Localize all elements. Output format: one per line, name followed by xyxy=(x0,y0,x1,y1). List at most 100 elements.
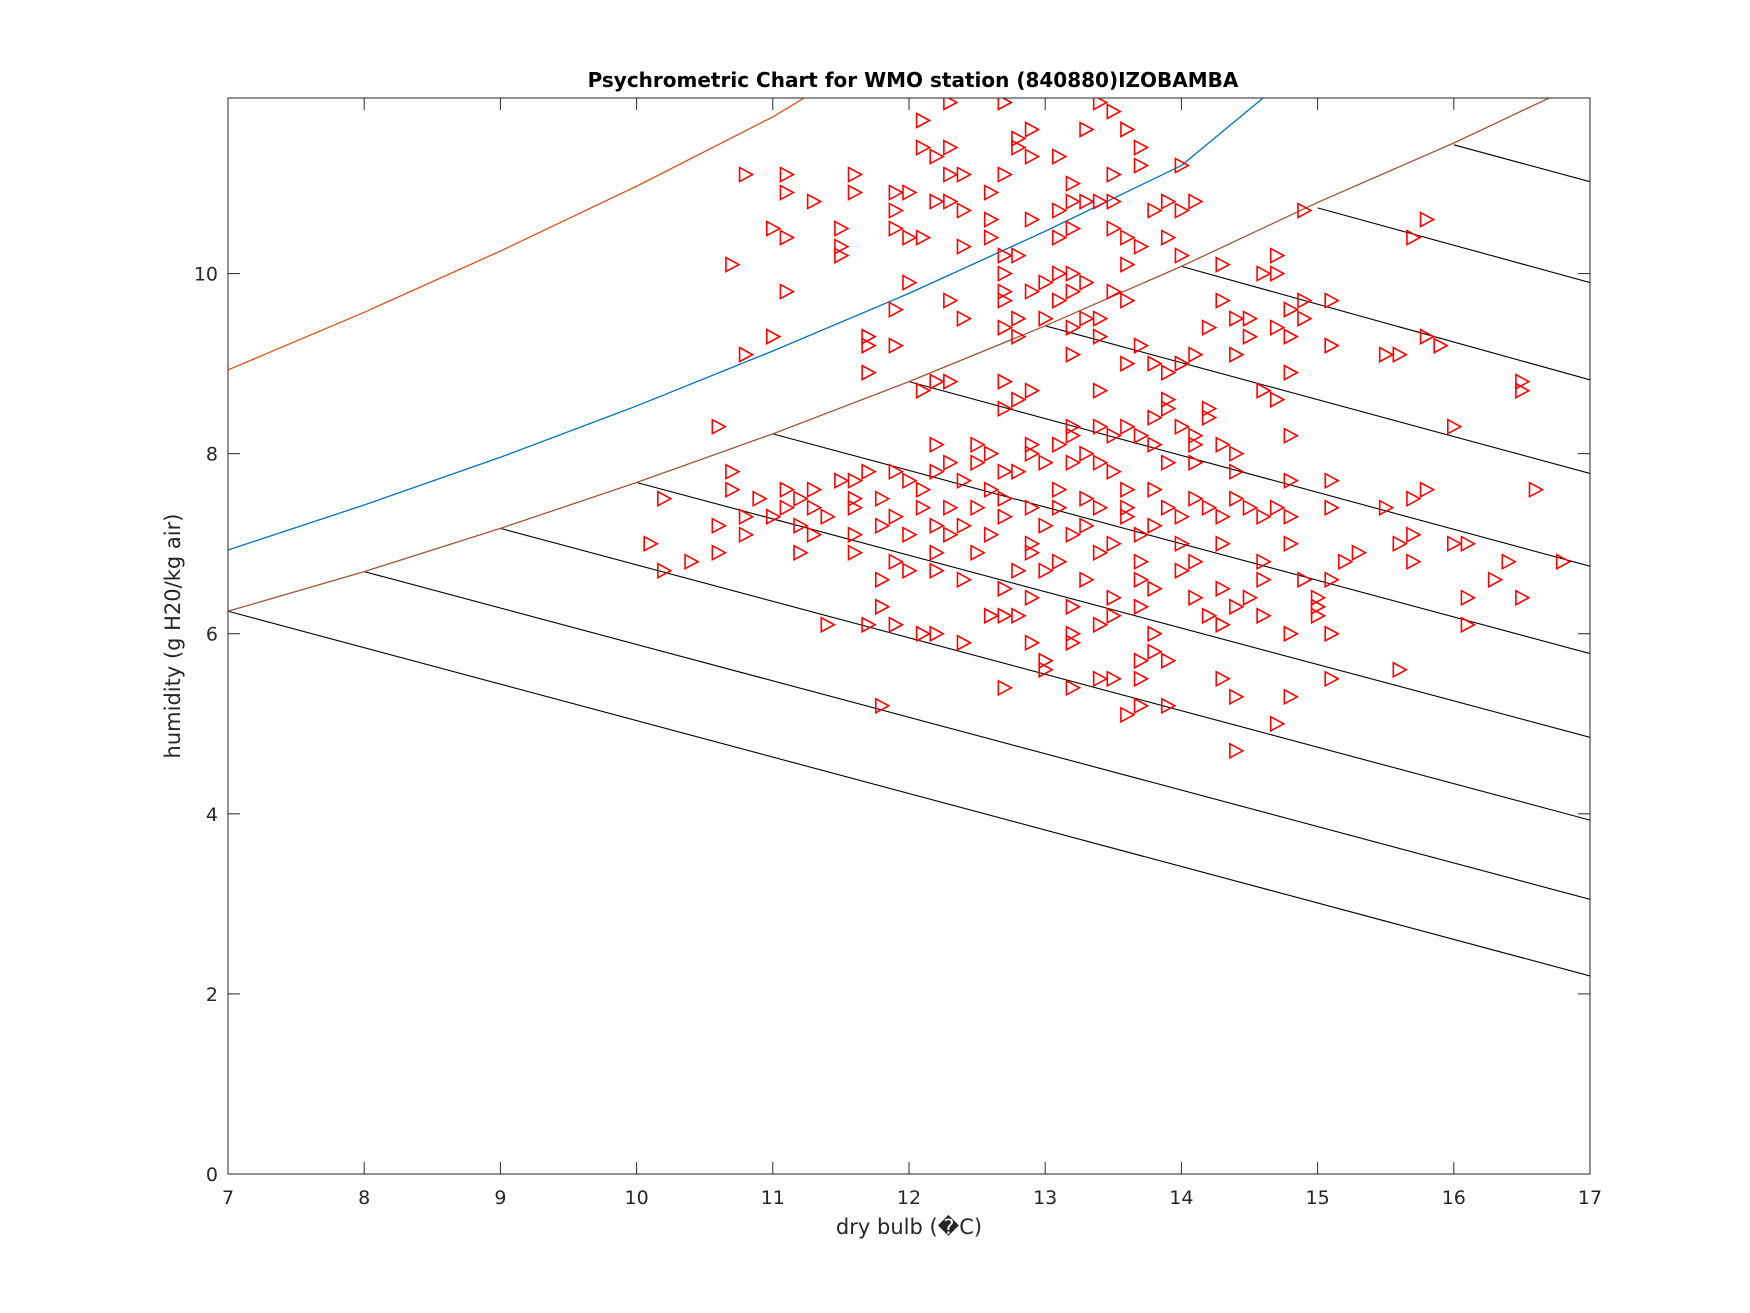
data-point xyxy=(1297,310,1313,327)
data-point xyxy=(874,598,891,616)
data-point xyxy=(1065,679,1082,697)
data-point xyxy=(1501,553,1517,571)
x-tick-label: 8 xyxy=(358,1187,370,1209)
data-point xyxy=(861,337,877,354)
data-point xyxy=(997,679,1014,697)
data-point xyxy=(1242,589,1259,607)
data-point xyxy=(915,139,932,156)
data-point xyxy=(1406,490,1422,508)
data-point xyxy=(1120,418,1136,435)
data-point xyxy=(779,229,796,246)
data-point xyxy=(915,499,932,517)
data-point xyxy=(902,274,918,291)
data-point xyxy=(1092,418,1109,435)
data-point xyxy=(1515,382,1531,399)
data-point xyxy=(1120,355,1136,372)
data-point xyxy=(1133,553,1150,571)
data-point xyxy=(1079,310,1095,327)
wet-bulb-line xyxy=(1045,325,1590,475)
data-point xyxy=(1188,346,1204,363)
data-point xyxy=(1065,319,1082,336)
data-point xyxy=(779,283,796,300)
data-point xyxy=(1555,553,1572,571)
data-point xyxy=(738,508,755,526)
data-point xyxy=(970,544,986,562)
data-point xyxy=(1283,688,1300,706)
data-point xyxy=(997,166,1014,183)
data-point xyxy=(902,229,918,246)
data-point xyxy=(888,463,905,481)
data-point xyxy=(1174,355,1191,372)
data-point xyxy=(1133,571,1150,589)
data-point xyxy=(1256,382,1272,399)
data-point xyxy=(997,98,1014,111)
data-point xyxy=(1201,409,1218,426)
data-point xyxy=(1392,661,1409,679)
wet-bulb-line xyxy=(364,571,1590,900)
data-point xyxy=(1160,499,1177,517)
data-point xyxy=(1201,319,1218,336)
data-point xyxy=(766,220,782,237)
data-point xyxy=(1024,121,1041,138)
data-point xyxy=(806,499,823,517)
wet-bulb-line xyxy=(908,381,1590,567)
data-point xyxy=(1147,202,1163,219)
data-point xyxy=(1133,238,1150,255)
data-point xyxy=(1052,436,1068,454)
data-point xyxy=(943,139,959,156)
data-point xyxy=(1079,274,1095,291)
data-point xyxy=(711,418,728,435)
wet-bulb-line xyxy=(1181,265,1590,381)
data-point xyxy=(779,184,796,201)
data-point xyxy=(834,472,850,490)
data-point xyxy=(1024,634,1041,652)
data-point xyxy=(1201,400,1218,417)
data-point xyxy=(1065,634,1082,652)
data-point xyxy=(1215,292,1231,309)
data-point xyxy=(1188,454,1204,472)
data-point xyxy=(1038,274,1054,291)
data-point xyxy=(684,553,700,571)
data-point xyxy=(902,472,918,490)
data-point xyxy=(1297,571,1313,589)
data-point xyxy=(1120,121,1136,138)
data-point xyxy=(1065,175,1082,192)
data-point xyxy=(929,193,945,210)
data-point xyxy=(902,184,918,201)
data-point xyxy=(1024,436,1041,454)
data-point xyxy=(1133,427,1150,444)
data-point xyxy=(1174,535,1191,553)
wet-bulb-line xyxy=(1453,144,1590,183)
data-point xyxy=(1310,598,1327,616)
data-point xyxy=(1079,490,1095,508)
data-point xyxy=(1392,535,1409,553)
data-point xyxy=(1160,229,1177,246)
data-point xyxy=(888,337,905,354)
data-point xyxy=(1052,202,1068,219)
data-point xyxy=(1106,193,1122,210)
data-point xyxy=(657,562,673,580)
data-point xyxy=(1283,535,1300,553)
data-point xyxy=(997,319,1014,336)
data-point xyxy=(1324,337,1340,354)
data-point xyxy=(1038,661,1054,679)
data-point xyxy=(997,265,1014,282)
data-point xyxy=(1269,715,1286,733)
data-point xyxy=(1188,427,1204,444)
data-point xyxy=(956,238,973,255)
data-point xyxy=(1147,409,1163,426)
data-point xyxy=(956,472,973,490)
data-point xyxy=(1256,553,1272,571)
data-point xyxy=(1201,607,1218,625)
data-point xyxy=(1229,310,1245,327)
data-point xyxy=(1106,166,1122,183)
data-point xyxy=(1092,193,1109,210)
data-point xyxy=(888,202,905,219)
data-point xyxy=(1406,526,1422,544)
data-point xyxy=(1133,337,1150,354)
data-point xyxy=(1065,526,1082,544)
data-point xyxy=(1460,535,1477,553)
data-point xyxy=(1229,688,1245,706)
data-point xyxy=(997,490,1014,508)
data-point xyxy=(1052,481,1068,499)
